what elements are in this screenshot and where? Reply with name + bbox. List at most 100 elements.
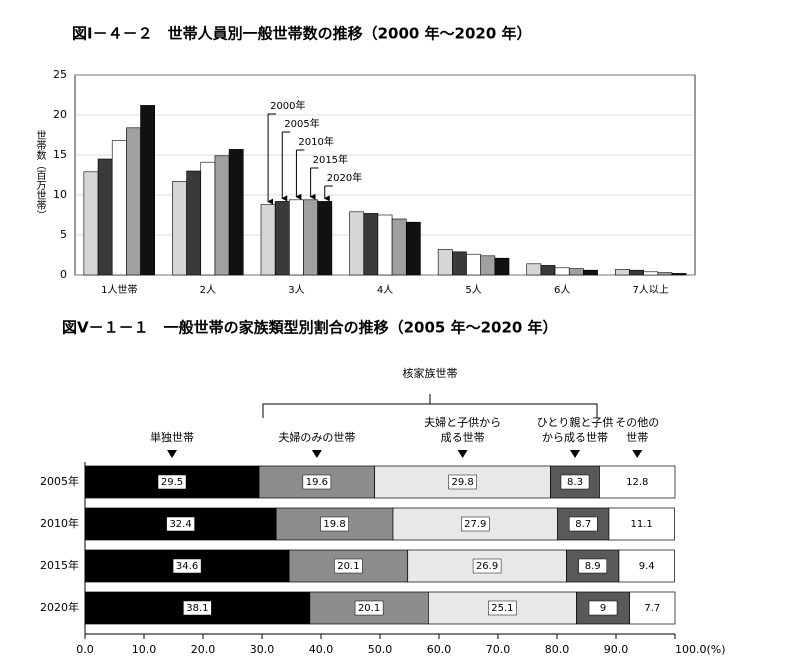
value-label-box [166,516,195,532]
y-axis-label: 世帯数（百万世帯） [34,130,46,220]
value-label-box [334,558,363,574]
value-label: 8.9 [585,561,601,572]
x-tick-label: 2人 [200,284,216,296]
bar [480,255,496,276]
bar [140,105,156,276]
x-tick-label: 40.0 [309,643,334,656]
bar [260,204,276,276]
y-tick-label: 5 [60,228,67,241]
value-label: 8.3 [567,477,583,488]
y-tick-label: 2015年 [40,558,79,572]
value-label: 11.1 [631,519,653,530]
value-label: 9 [600,603,606,614]
bar [186,170,202,276]
value-label-box [172,558,202,574]
value-label-box [578,558,607,574]
bar [303,199,318,276]
y-tick-label: 2010年 [40,516,79,530]
x-tick-label: 90.0 [604,643,629,656]
value-label: 8.7 [575,519,591,530]
bar [349,211,365,276]
legend-arrow [457,450,468,458]
value-label-box [569,516,598,532]
bar [317,201,333,276]
value-label-box [183,600,212,616]
x-tick-label: 70.0 [486,643,511,656]
bar [289,199,304,276]
y-tick-label: 0 [60,268,67,281]
bar [437,249,453,276]
bar [657,272,673,276]
x-tick-label: 30.0 [250,643,275,656]
legend-arrow [311,450,322,458]
bar-segment [84,465,260,499]
x-tick-label: 10.0 [132,643,157,656]
bar [200,161,216,276]
legend-label: 単独世帯 [150,430,194,444]
annotation: 核家族世帯 [403,366,458,380]
bar [629,269,644,276]
x-tick-label: 5人 [465,284,481,296]
y-tick-label: 2020年 [40,600,79,614]
value-label-box [157,474,187,490]
bar [83,171,99,276]
value-label: 12.8 [626,477,648,488]
bar [377,214,393,276]
chart-title: 図Ⅰ－４－２ 世帯人員別一般世帯数の推移（2000 年～2020 年） [72,25,532,43]
legend-arrow [569,450,580,458]
value-label-box [302,474,332,490]
x-tick-label: 80.0 [545,643,570,656]
bar [274,201,290,276]
x-tick-label: 60.0 [427,643,452,656]
legend-label: 2015年 [313,153,348,166]
value-label-box [354,600,384,616]
value-label-box [488,600,517,616]
legend-arrow [632,450,643,458]
chart-title: 図Ⅴ－１－１ 一般世帯の家族類型別割合の推移（2005 年～2020 年） [62,319,558,337]
value-label: 7.7 [644,603,660,614]
value-label: 27.9 [464,519,486,530]
legend-label: その他の世帯 [615,416,659,444]
value-label: 34.6 [176,561,198,572]
value-label: 25.1 [491,603,513,614]
value-label: 38.1 [186,603,208,614]
bar [643,271,659,276]
value-label: 32.4 [169,519,191,530]
value-label-box [623,475,652,489]
y-tick-label: 10 [53,188,67,201]
bar [554,267,570,276]
y-tick-label: 2005年 [40,474,79,488]
x-tick-label: 3人 [288,284,304,296]
value-label: 19.8 [323,519,345,530]
bar [671,273,687,276]
bar [466,253,481,276]
bar [172,181,187,276]
value-label-box [320,516,349,532]
bar [363,213,379,276]
x-tick-label: 4人 [377,284,393,296]
value-label: 9.4 [639,561,655,572]
bar [540,265,556,276]
bar [494,257,510,276]
bar [228,149,244,276]
value-label: 20.1 [358,603,380,614]
bar [214,155,230,276]
bar [97,158,113,276]
value-label: 26.9 [476,561,498,572]
value-label-box [560,474,590,490]
legend-label: 2010年 [298,135,333,148]
legend-label: 2005年 [284,117,319,130]
value-label-box [588,600,618,616]
value-label-box [461,516,490,532]
legend-label: 夫婦と子供から成る世帯 [424,415,501,444]
value-label-box [627,517,656,531]
y-tick-label: 20 [53,108,67,121]
bar [391,218,407,276]
bar [452,251,467,276]
x-tick-label: 7人以上 [633,284,669,296]
bar [583,269,598,276]
legend-label: ひとり親と子供から成る世帯 [537,415,614,444]
value-label-box [472,558,502,574]
bar [405,221,421,276]
